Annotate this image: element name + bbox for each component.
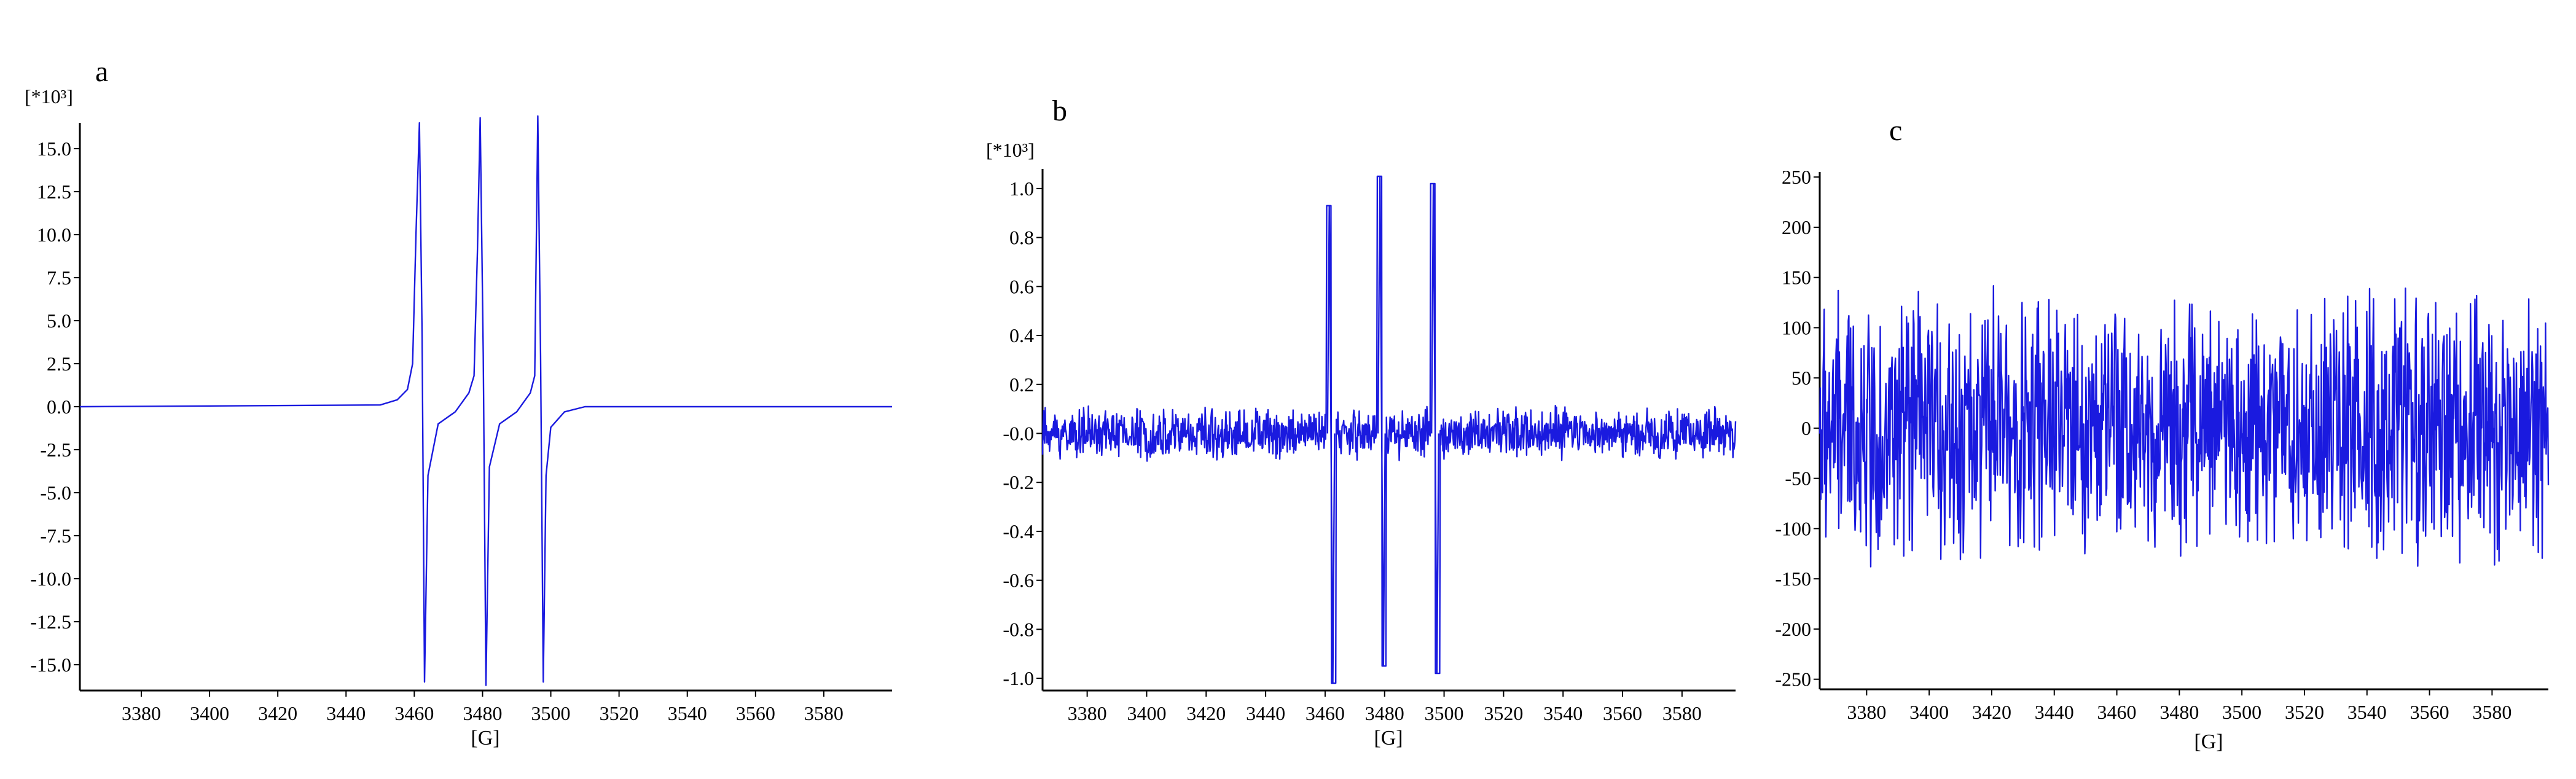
panel-b: b [*10³] [G] 1.0 0.8 0.6 0.4 0.2 -0.0 -0.2 -0.4… — [986, 95, 1737, 750]
panel-a-x-tick-label: 3480 — [463, 702, 502, 724]
panel-c-spectrum-trace — [1818, 285, 2550, 568]
panel-c-x-tick-label: 3460 — [2097, 701, 2137, 723]
panel-a-x-tick-label: 3560 — [736, 702, 775, 724]
panel-b-x-tick-label: 3480 — [1365, 702, 1404, 724]
panel-b-y-tick-label: -0.4 — [1003, 520, 1034, 542]
panel-b-x-tick-label: 3460 — [1306, 702, 1345, 724]
panel-a-x-tick-label: 3580 — [804, 702, 844, 724]
panel-b-x-tick-label: 3540 — [1543, 702, 1583, 724]
panel-a-y-tick-label: -2.5 — [40, 439, 71, 461]
panel-b-multiplier-label: [*10³] — [986, 139, 1035, 161]
panel-c-y-tick-label: 150 — [1782, 267, 1811, 289]
panel-a-letter: a — [95, 55, 108, 88]
panel-b-x-tick-label: 3580 — [1662, 702, 1702, 724]
panel-b-x-tick-label: 3400 — [1127, 702, 1166, 724]
panel-b-y-tick-label: 0.6 — [1009, 275, 1034, 297]
panel-a-y-tick-label: -7.5 — [40, 525, 71, 547]
panel-b-x-tick-label: 3560 — [1603, 702, 1642, 724]
panel-c: c [G] 250 200 150 100 50 0 -50 -100 -150 -200 -250… — [1775, 114, 2550, 753]
panel-c-x-tick-label: 3380 — [1847, 701, 1886, 723]
panel-a-y-tick-label: -5.0 — [40, 482, 71, 504]
panel-a-y-tick-label: -10.0 — [30, 568, 71, 590]
panel-a-y-tick-label: 10.0 — [37, 224, 71, 246]
panel-b-y-tick-label: -0.6 — [1003, 570, 1034, 592]
panel-a-y-tick-label: 0.0 — [47, 396, 71, 418]
panel-b-x-axis-title: [G] — [1374, 727, 1403, 750]
panel-c-x-tick-label: 3500 — [2222, 701, 2261, 723]
panel-b-x-tick-label: 3440 — [1246, 702, 1285, 724]
panel-a-y-tick-label: 12.5 — [37, 181, 71, 203]
panel-c-x-axis-title: [G] — [2194, 730, 2223, 753]
panel-b-y-tick-label: -0.8 — [1003, 618, 1034, 640]
panel-b-y-tick-label: 0.4 — [1009, 324, 1034, 346]
panel-b-y-tick-label: 0.2 — [1009, 374, 1034, 396]
panel-c-y-tick-label: 250 — [1782, 166, 1811, 188]
panel-b-x-tick-label: 3500 — [1425, 702, 1464, 724]
panel-a-y-tick-label: 7.5 — [47, 267, 71, 289]
panel-c-x-tick-label: 3400 — [1909, 701, 1949, 723]
panel-c-x-tick-label: 3580 — [2472, 701, 2511, 723]
panel-b-letter: b — [1052, 95, 1067, 127]
panel-b-x-tick-label: 3420 — [1186, 702, 1226, 724]
panel-a-x-axis-title: [G] — [471, 727, 499, 750]
panel-c-y-tick-label: -250 — [1775, 668, 1811, 691]
panel-c-y-tick-label: -150 — [1775, 568, 1811, 590]
panel-a-y-tick-label: 15.0 — [37, 138, 71, 160]
panel-a-y-tick-label: 2.5 — [47, 353, 71, 375]
panel-a-x-tick-label: 3380 — [122, 702, 161, 724]
panel-a: a [*10³] [G] 15.0 12.5 10.0 7.5 5.0 2.5 0.0 -2.… — [25, 55, 892, 750]
panel-a-x-tick-label: 3460 — [394, 702, 434, 724]
panel-b-y-tick-label: -1.0 — [1003, 667, 1034, 689]
panel-a-x-tick-label: 3440 — [326, 702, 366, 724]
panel-b-y-tick-label: -0.0 — [1003, 422, 1034, 444]
panel-b-spectrum-trace — [1041, 175, 1737, 684]
panel-a-x-tick-label: 3540 — [668, 702, 707, 724]
panel-c-x-tick-label: 3560 — [2410, 701, 2449, 723]
panel-a-y-tick-label: -12.5 — [30, 611, 71, 633]
panel-c-y-tick-label: -100 — [1775, 517, 1811, 539]
panel-c-letter: c — [1889, 114, 1902, 147]
panel-b-x-tick-label: 3520 — [1484, 702, 1523, 724]
panel-c-y-tick-label: 100 — [1782, 316, 1811, 339]
panel-a-spectrum-trace — [79, 115, 892, 686]
panel-c-x-tick-label: 3520 — [2285, 701, 2324, 723]
panel-a-x-tick-label: 3420 — [258, 702, 297, 724]
panel-b-y-tick-label: 1.0 — [1009, 178, 1034, 200]
panel-c-y-tick-label: -200 — [1775, 618, 1811, 640]
panel-c-x-tick-label: 3420 — [1972, 701, 2011, 723]
panel-c-x-tick-label: 3540 — [2347, 701, 2387, 723]
panel-b-x-tick-label: 3380 — [1068, 702, 1107, 724]
panel-a-x-tick-label: 3500 — [531, 702, 571, 724]
panel-a-x-tick-label: 3520 — [600, 702, 639, 724]
panel-c-y-tick-label: 0 — [1801, 417, 1811, 439]
panel-a-y-tick-label: -15.0 — [30, 654, 71, 676]
panel-a-x-tick-label: 3400 — [190, 702, 229, 724]
panel-a-y-tick-label: 5.0 — [47, 310, 71, 332]
panel-c-x-tick-label: 3480 — [2159, 701, 2199, 723]
panel-b-y-tick-label: 0.8 — [1009, 227, 1034, 249]
panel-c-y-tick-label: 200 — [1782, 216, 1811, 238]
panel-c-y-tick-label: 50 — [1791, 367, 1811, 389]
panel-b-y-tick-label: -0.2 — [1003, 471, 1034, 493]
panel-c-x-tick-label: 3440 — [2035, 701, 2074, 723]
panel-a-multiplier-label: [*10³] — [25, 85, 73, 108]
panel-c-y-tick-label: -50 — [1785, 468, 1811, 490]
